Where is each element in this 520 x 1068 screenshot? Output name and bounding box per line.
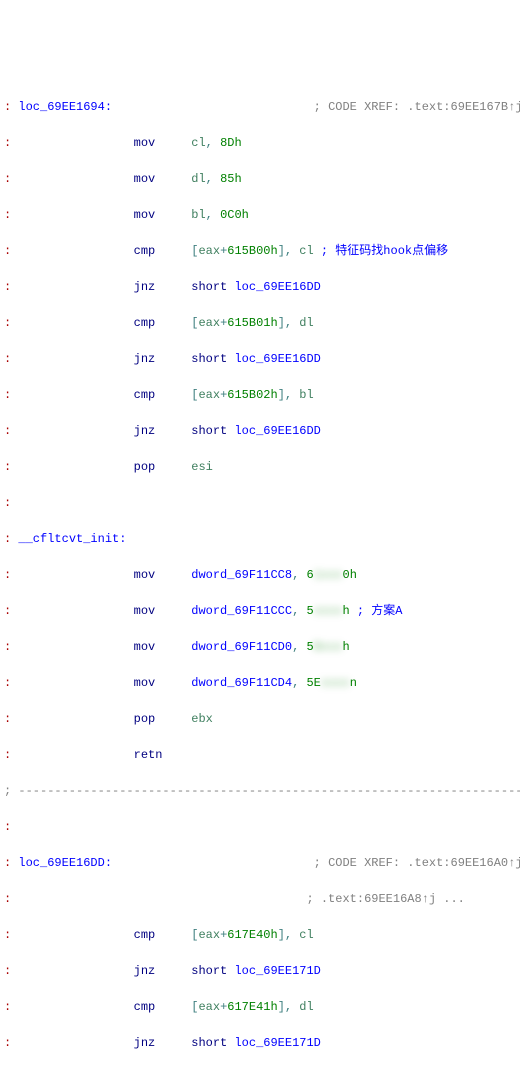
xref-comment-1: ; CODE XREF: .text:69EE167B↑j (314, 100, 520, 114)
asm-line: : mov dword_69F11CD4, 5Exxxxn (4, 674, 516, 692)
asm-line: : jnz short loc_69EE16DD (4, 350, 516, 368)
asm-line: : mov dword_69F11CD0, 5Bxxxh (4, 638, 516, 656)
xref-comment-3a: ; CODE XREF: .text:69EE16A0↑j (314, 856, 520, 870)
plan-a-comment: ; 方案A (357, 604, 403, 618)
asm-line: : retn (4, 746, 516, 764)
asm-line: : jnz short loc_69EE16DD (4, 278, 516, 296)
asm-line: : mov bl, 0C0h (4, 206, 516, 224)
loc-label-2: : __cfltcvt_init: (4, 530, 516, 548)
asm-line: : mov dl, 85h (4, 170, 516, 188)
asm-line: : jnz short loc_69EE171D (4, 962, 516, 980)
asm-line: : jnz short loc_69EE171D (4, 1034, 516, 1052)
blank-line: : (4, 818, 516, 836)
disassembly-view: : loc_69EE1694: ; CODE XREF: .text:69EE1… (4, 80, 516, 1068)
asm-line: : cmp [eax+615B01h], dl (4, 314, 516, 332)
asm-line: : mov dword_69F11CCC, 5xxxxh ; 方案A (4, 602, 516, 620)
asm-line: : pop ebx (4, 710, 516, 728)
asm-line: : cmp [eax+617E40h], cl (4, 926, 516, 944)
loc-label-1: : loc_69EE1694: ; CODE XREF: .text:69EE1… (4, 98, 516, 116)
asm-line: : mov cl, 8Dh (4, 134, 516, 152)
asm-line: : pop esi (4, 458, 516, 476)
asm-line: : jnz short loc_69EE16DD (4, 422, 516, 440)
asm-line: : cmp [eax+617E41h], dl (4, 998, 516, 1016)
section-divider: ; --------------------------------------… (4, 782, 516, 800)
loc-label-3: : loc_69EE16DD: ; CODE XREF: .text:69EE1… (4, 854, 516, 872)
asm-line: : cmp [eax+615B02h], bl (4, 386, 516, 404)
asm-line: : cmp [eax+615B00h], cl ; 特征码找hook点偏移 (4, 242, 516, 260)
hook-comment: ; 特征码找hook点偏移 (321, 244, 448, 258)
asm-line: : mov dword_69F11CC8, 61xxx0h (4, 566, 516, 584)
xref-continuation: : ; .text:69EE16A8↑j ... (4, 890, 516, 908)
blank-line: : (4, 494, 516, 512)
